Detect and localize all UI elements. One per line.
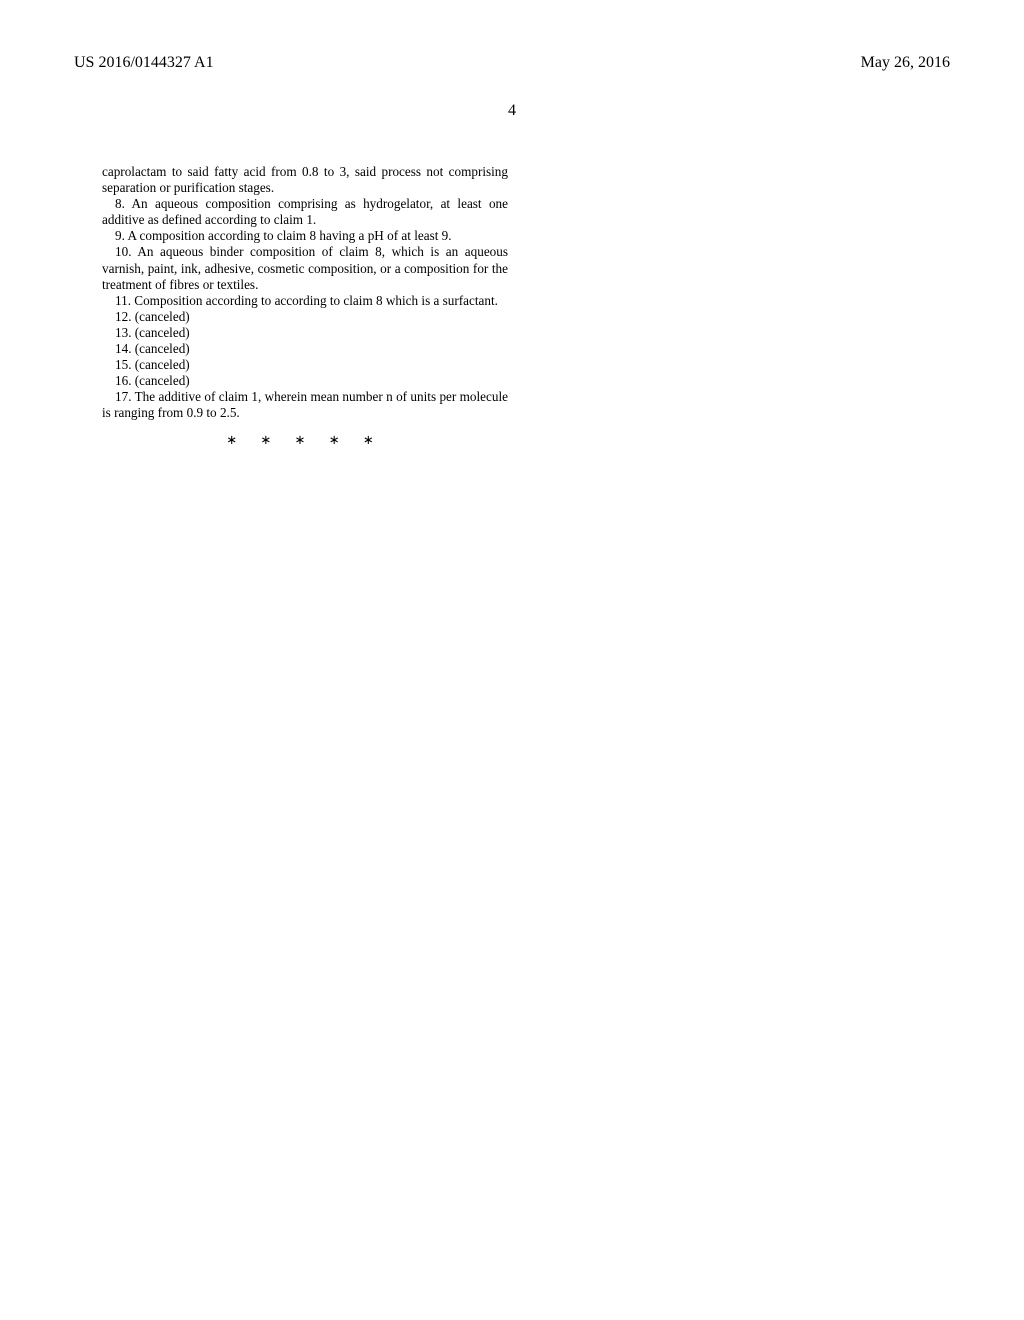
- claim-17: 17. The additive of claim 1, wherein mea…: [102, 389, 508, 421]
- claim-14: 14. (canceled): [102, 341, 508, 357]
- claim-15: 15. (canceled): [102, 357, 508, 373]
- claim-10: 10. An aqueous binder composition of cla…: [102, 244, 508, 292]
- claim-8: 8. An aqueous composition comprising as …: [102, 196, 508, 228]
- claim-continuation: caprolactam to said fatty acid from 0.8 …: [102, 164, 508, 196]
- claim-12: 12. (canceled): [102, 309, 508, 325]
- publication-date: May 26, 2016: [861, 54, 950, 72]
- page-number: 4: [0, 102, 1024, 120]
- end-stars: ∗ ∗ ∗ ∗ ∗: [102, 432, 508, 448]
- claim-16: 16. (canceled): [102, 373, 508, 389]
- claim-11: 11. Composition according to according t…: [102, 293, 508, 309]
- claim-13: 13. (canceled): [102, 325, 508, 341]
- claims-column: caprolactam to said fatty acid from 0.8 …: [102, 164, 508, 447]
- publication-number: US 2016/0144327 A1: [74, 54, 214, 72]
- claim-9: 9. A composition according to claim 8 ha…: [102, 228, 508, 244]
- page-header: US 2016/0144327 A1 May 26, 2016: [0, 54, 1024, 72]
